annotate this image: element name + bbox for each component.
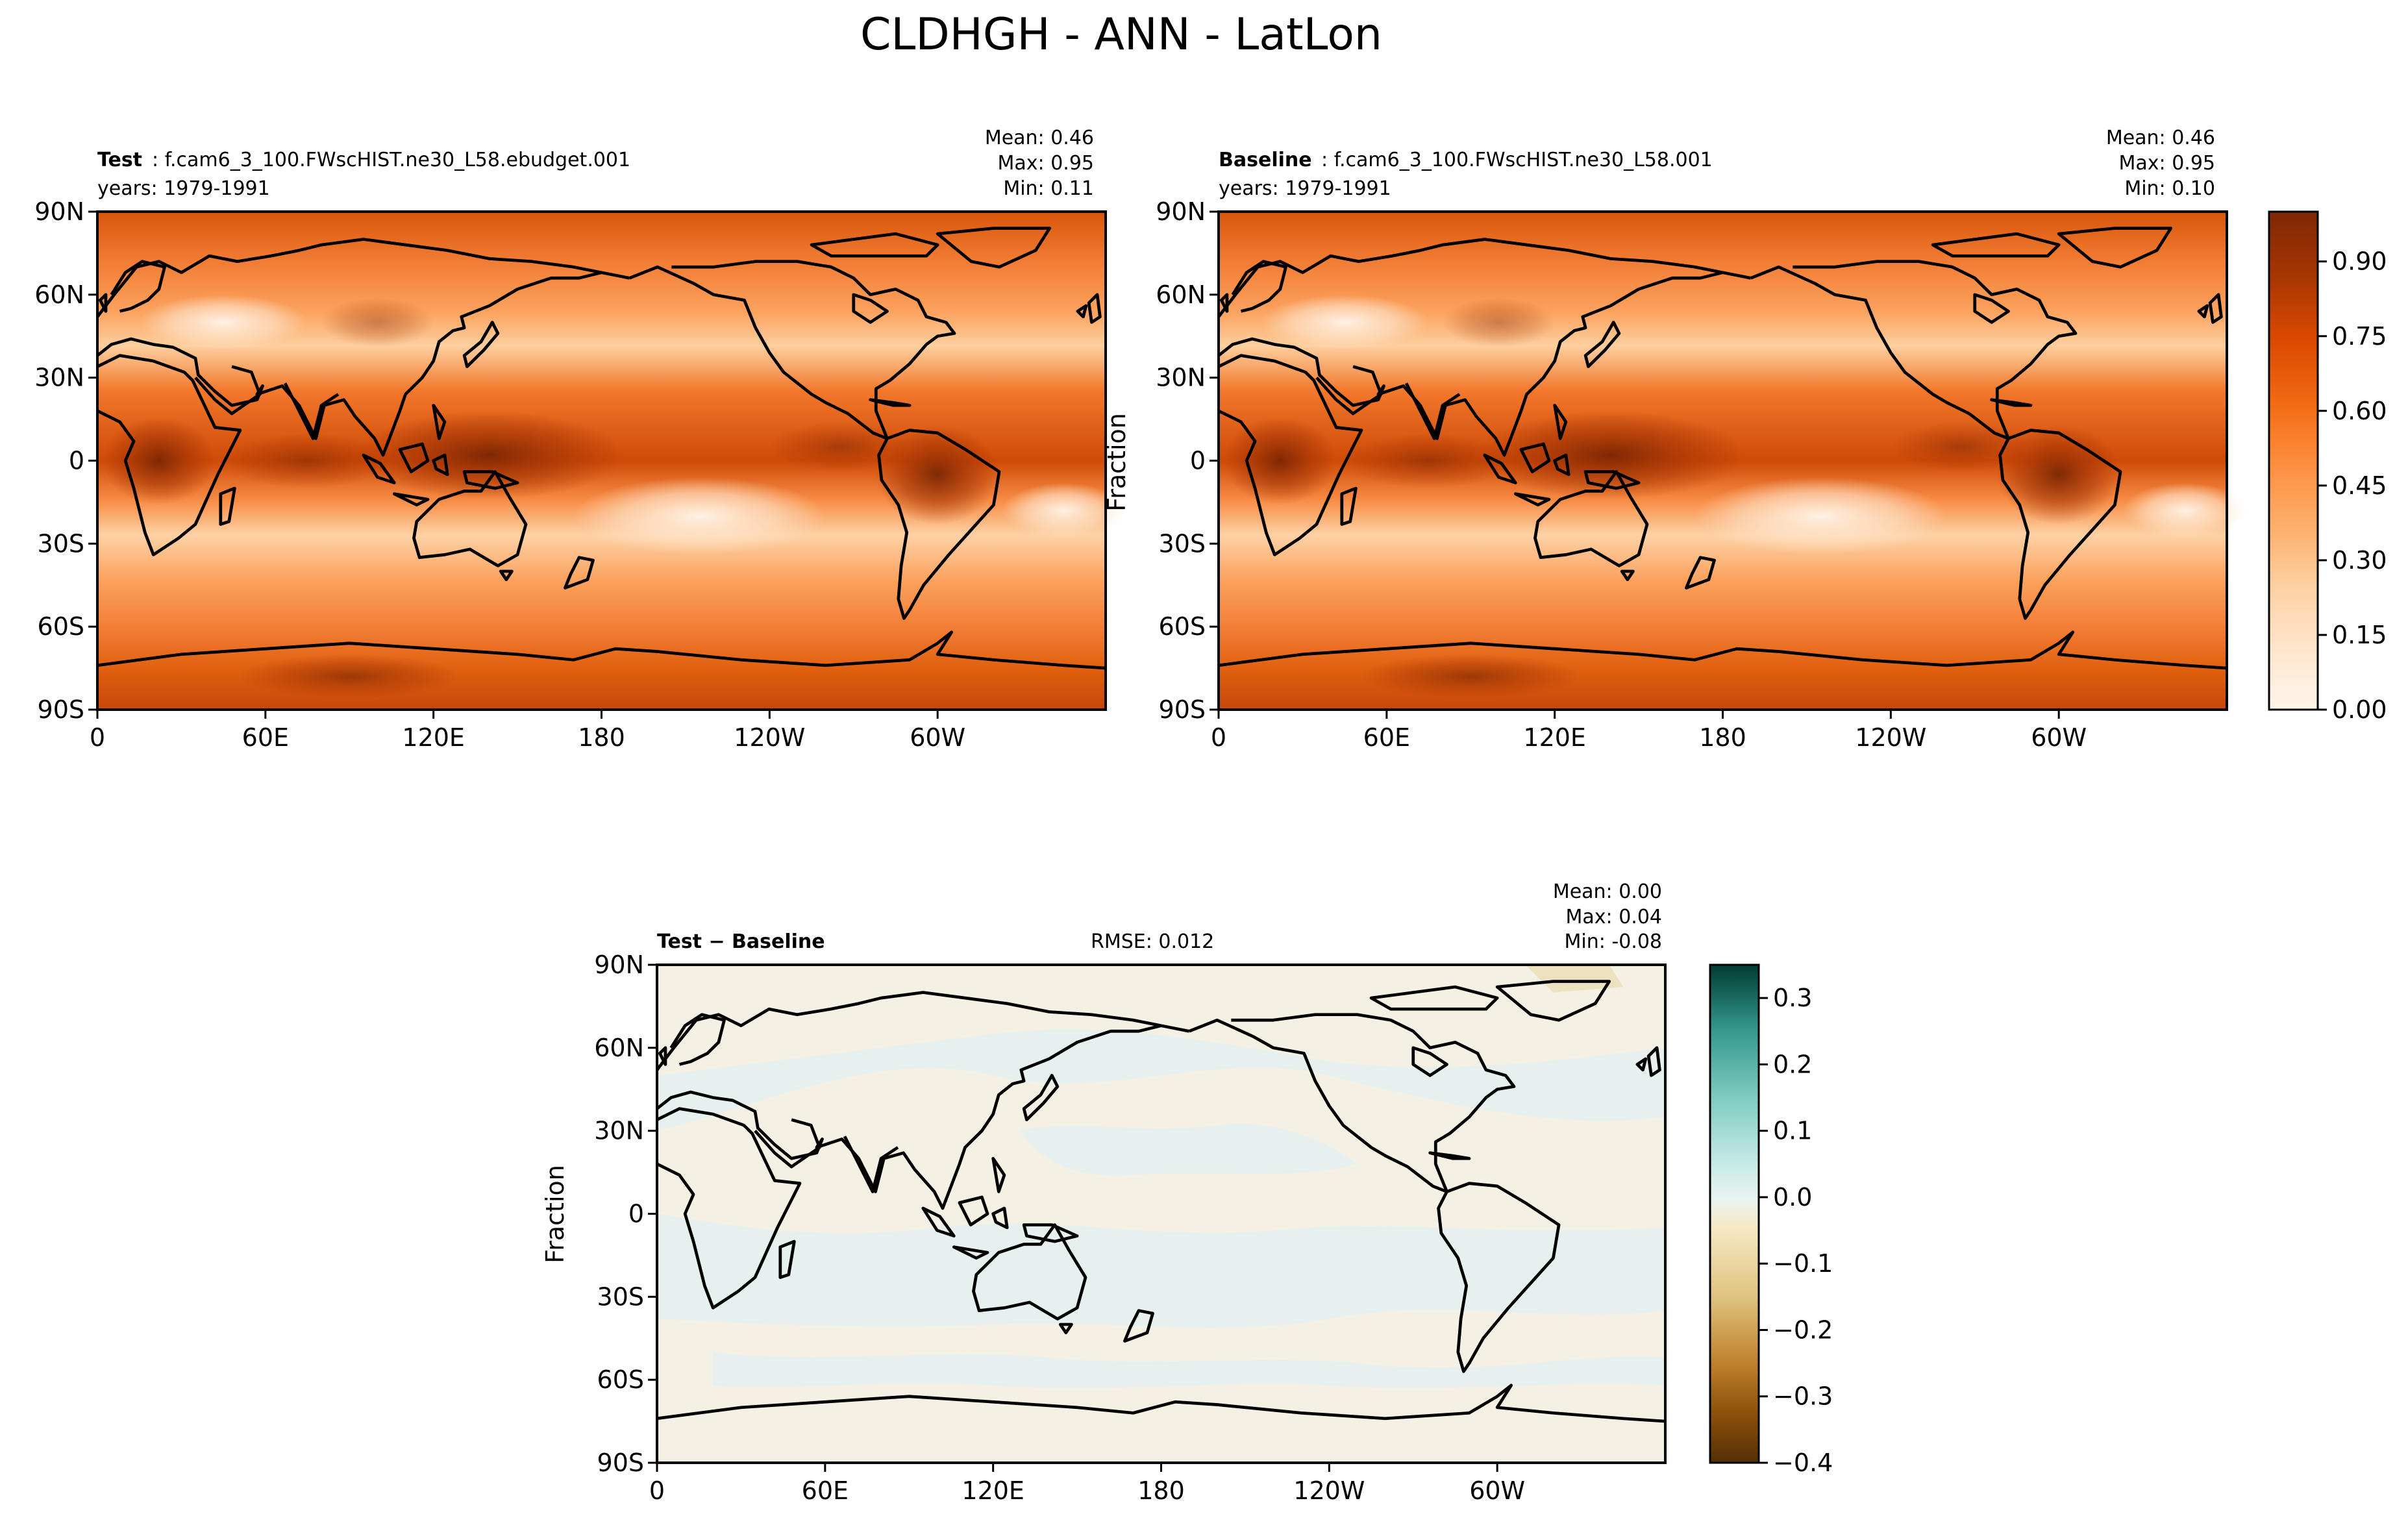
colorbar-tick-label: 0.0 xyxy=(1773,1183,1812,1212)
x-tick-label: 60W xyxy=(1469,1476,1525,1505)
y-tick-label: 60N xyxy=(594,1034,644,1062)
x-tick-label: 180 xyxy=(578,723,625,752)
x-tick-label: 120E xyxy=(962,1476,1024,1505)
colorbar-tick-label: 0.30 xyxy=(2332,546,2387,575)
colorbar-ticks: 0.3 0.2 0.1 0.0 −0.1 −0.2 −0.3 −0.4 xyxy=(1759,984,1833,1477)
figure-title: CLDHGH - ANN - LatLon xyxy=(860,9,1382,60)
y-tick-label: 60N xyxy=(34,280,84,309)
colorbar-tick-label: 0.2 xyxy=(1773,1050,1812,1078)
y-axis: 90N 60N 30N 0 30S 60S 90S xyxy=(594,951,657,1477)
y-tick-label: 60N xyxy=(1156,280,1206,309)
y-axis: 90N 60N 30N 0 30S 60S 90S xyxy=(1156,197,1219,724)
colorbar-tick-label: 0.75 xyxy=(2332,322,2387,351)
panel-label-bold: Test − Baseline xyxy=(657,930,825,953)
panel-label: : f.cam6_3_100.FWscHIST.ne30_L58.001 xyxy=(1321,149,1713,171)
x-tick-label: 180 xyxy=(1137,1476,1185,1505)
y-tick-label: 30N xyxy=(594,1117,644,1145)
x-tick-label: 60E xyxy=(802,1476,849,1505)
x-tick-label: 0 xyxy=(649,1476,665,1505)
colorbar-tick-label: 0.45 xyxy=(2332,471,2387,500)
stat-max: Max: 0.95 xyxy=(998,152,1094,175)
y-axis: 90N 60N 30N 0 30S 60S 90S xyxy=(34,197,97,724)
x-tick-label: 60E xyxy=(1363,723,1410,752)
y-tick-label: 60S xyxy=(38,612,84,641)
x-tick-label: 180 xyxy=(1699,723,1746,752)
colorbar-tick-label: −0.4 xyxy=(1773,1448,1833,1477)
y-tick-label: 0 xyxy=(628,1200,644,1228)
stat-mean: Mean: 0.46 xyxy=(985,127,1094,149)
panel-label: : f.cam6_3_100.FWscHIST.ne30_L58.ebudget… xyxy=(152,149,630,171)
y-tick-label: 90S xyxy=(38,695,84,724)
colorbar-tick-label: 0.00 xyxy=(2332,695,2387,724)
x-tick-label: 120E xyxy=(402,723,465,752)
panel-difference: Test − Baseline RMSE: 0.012 Mean: 0.00 M… xyxy=(541,880,1665,1505)
y-tick-label: 0 xyxy=(1190,447,1206,475)
y-tick-label: 90N xyxy=(1156,197,1206,226)
stat-mean: Mean: 0.00 xyxy=(1553,880,1662,903)
colorbar-tick-label: 0.1 xyxy=(1773,1117,1812,1145)
y-tick-label: 60S xyxy=(597,1365,644,1394)
x-tick-label: 120W xyxy=(734,723,805,752)
colorbar-tick-label: −0.1 xyxy=(1773,1249,1833,1278)
x-tick-label: 120E xyxy=(1523,723,1586,752)
panel-label-bold: Test xyxy=(97,149,142,171)
panel-years: years: 1979-1991 xyxy=(97,177,270,200)
x-tick-label: 120W xyxy=(1293,1476,1365,1505)
y-axis-label: Fraction xyxy=(1102,413,1131,512)
panel-years: years: 1979-1991 xyxy=(1219,177,1391,200)
y-tick-label: 90N xyxy=(34,197,84,226)
y-tick-label: 90S xyxy=(597,1448,644,1477)
x-axis: 0 60E 120E 180 120W 60W xyxy=(1211,710,2087,752)
stat-min: Min: 0.11 xyxy=(1003,177,1094,200)
colorbar-fill xyxy=(2268,210,2319,711)
y-tick-label: 30S xyxy=(38,529,84,558)
panel-baseline: Baseline : f.cam6_3_100.FWscHIST.ne30_L5… xyxy=(1102,127,2247,752)
x-tick-label: 60W xyxy=(2031,723,2087,752)
stat-max: Max: 0.95 xyxy=(2119,152,2215,175)
y-tick-label: 90S xyxy=(1159,695,1206,724)
x-tick-label: 0 xyxy=(1211,723,1226,752)
colorbar-main: 0.00 0.15 0.30 0.45 0.60 0.75 0.90 xyxy=(2268,210,2387,724)
y-tick-label: 30N xyxy=(1156,364,1206,392)
map-area xyxy=(97,212,1126,710)
colorbar-tick-label: 0.15 xyxy=(2332,621,2387,649)
colorbar-tick-label: −0.2 xyxy=(1773,1315,1833,1344)
x-tick-label: 120W xyxy=(1855,723,1926,752)
x-axis: 0 60E 120E 180 120W 60W xyxy=(90,710,965,752)
colorbar-tick-label: 0.90 xyxy=(2332,247,2387,276)
y-tick-label: 30S xyxy=(597,1282,644,1311)
map-area xyxy=(657,965,1665,1463)
stat-min: Min: 0.10 xyxy=(2124,177,2215,200)
x-tick-label: 0 xyxy=(90,723,105,752)
x-axis: 0 60E 120E 180 120W 60W xyxy=(649,1463,1525,1505)
map-area xyxy=(1219,212,2247,710)
x-tick-label: 60W xyxy=(910,723,965,752)
stat-min: Min: -0.08 xyxy=(1565,930,1663,953)
colorbar-diff: 0.3 0.2 0.1 0.0 −0.1 −0.2 −0.3 −0.4 xyxy=(1709,963,1833,1477)
y-tick-label: 60S xyxy=(1159,612,1206,641)
y-tick-label: 30N xyxy=(34,364,84,392)
y-tick-label: 0 xyxy=(69,447,84,475)
y-axis-label: Fraction xyxy=(541,1165,569,1263)
panel-label-bold: Baseline xyxy=(1219,149,1312,171)
x-tick-label: 60E xyxy=(242,723,289,752)
colorbar-tick-label: 0.3 xyxy=(1773,984,1812,1012)
stat-max: Max: 0.04 xyxy=(1566,906,1662,928)
panel-test: Test : f.cam6_3_100.FWscHIST.ne30_L58.eb… xyxy=(34,127,1126,752)
y-tick-label: 90N xyxy=(594,951,644,979)
colorbar-tick-label: 0.60 xyxy=(2332,397,2387,425)
rmse-text: RMSE: 0.012 xyxy=(1091,930,1214,953)
stat-mean: Mean: 0.46 xyxy=(2106,127,2215,149)
colorbar-fill xyxy=(1709,963,1760,1464)
colorbar-tick-label: −0.3 xyxy=(1773,1382,1833,1411)
y-tick-label: 30S xyxy=(1159,529,1206,558)
colorbar-ticks: 0.00 0.15 0.30 0.45 0.60 0.75 0.90 xyxy=(2318,247,2387,724)
